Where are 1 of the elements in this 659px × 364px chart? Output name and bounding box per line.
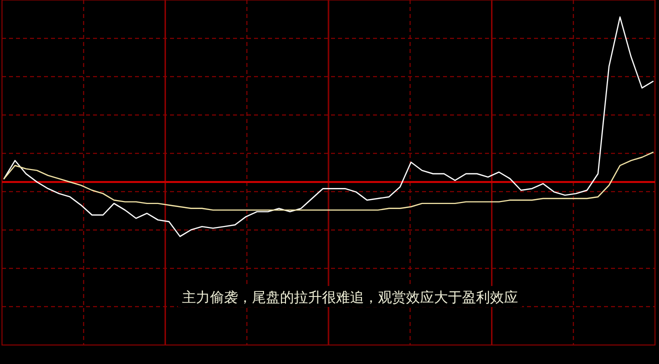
text: 主力偷袭，尾盘的拉升很难追，观赏效应大于盈利效应: [182, 290, 518, 306]
